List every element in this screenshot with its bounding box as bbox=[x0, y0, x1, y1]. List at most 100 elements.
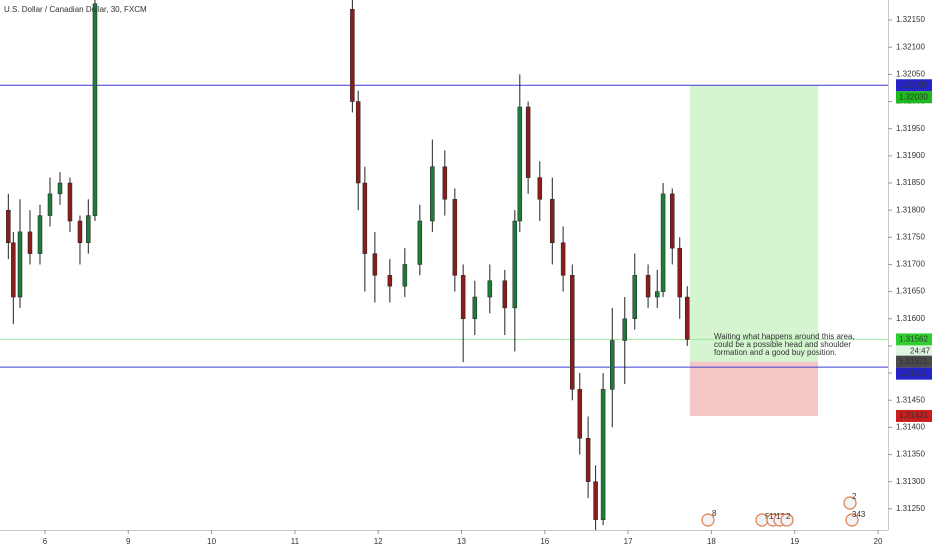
event-icon bbox=[780, 513, 794, 527]
y-tick-label: 1.31400 bbox=[896, 422, 925, 431]
candle-body bbox=[460, 275, 466, 320]
price-label: 1.31562 bbox=[899, 335, 928, 344]
candle-body bbox=[677, 247, 682, 298]
y-tick-label: 1.31950 bbox=[896, 124, 925, 133]
x-tick-label: 6 bbox=[43, 537, 48, 546]
price-label: 1.31511 bbox=[899, 369, 928, 378]
x-tick-label: 12 bbox=[374, 537, 383, 546]
price-label: 1.31421 bbox=[899, 411, 928, 420]
candle-body bbox=[622, 318, 628, 341]
candle-body bbox=[585, 437, 591, 482]
x-tick-label: 16 bbox=[540, 537, 549, 546]
event-icon bbox=[843, 496, 857, 510]
event-icon bbox=[701, 513, 715, 527]
x-tick-label: 19 bbox=[790, 537, 799, 546]
y-tick-label: 1.31800 bbox=[896, 205, 925, 214]
chart-title: U.S. Dollar / Canadian Dollar, 30, FXCM bbox=[4, 5, 147, 14]
candle-body bbox=[600, 389, 606, 520]
countdown-box bbox=[896, 345, 932, 357]
event-count: 12 bbox=[776, 512, 785, 521]
plot-area bbox=[0, 0, 888, 530]
annotation: formation and a good buy position. bbox=[714, 348, 837, 357]
event-count: 2 bbox=[786, 512, 791, 521]
y-tick-label: 1.31250 bbox=[896, 504, 925, 513]
y-tick-label: 1.31900 bbox=[896, 151, 925, 160]
candle-body bbox=[86, 215, 91, 243]
y-tick-label: 1.32150 bbox=[896, 15, 925, 24]
x-tick-label: 17 bbox=[624, 537, 633, 546]
y-tick-label: 1.31750 bbox=[896, 232, 925, 241]
x-tick-label: 10 bbox=[207, 537, 216, 546]
candle-body bbox=[452, 199, 458, 276]
profit-zone bbox=[689, 85, 819, 362]
candle-body bbox=[17, 231, 23, 298]
annotation: could be a possible head and shoulder bbox=[714, 340, 851, 349]
candle-body bbox=[550, 199, 555, 243]
y-tick-label: 1.31350 bbox=[896, 450, 925, 459]
candle-body bbox=[570, 275, 575, 390]
price-label-box bbox=[896, 333, 932, 346]
candle-body bbox=[632, 275, 638, 320]
price-label: 1.31521 bbox=[899, 357, 928, 366]
candle-body bbox=[362, 182, 368, 254]
x-tick-label: 18 bbox=[707, 537, 716, 546]
candle-body bbox=[560, 242, 566, 276]
candle-body bbox=[92, 3, 98, 216]
candle-body bbox=[502, 280, 508, 309]
candle-body bbox=[537, 177, 543, 200]
candle-body bbox=[517, 106, 523, 222]
candle-body bbox=[402, 264, 408, 287]
candle-body bbox=[487, 280, 493, 298]
price-label: 1.32030 bbox=[899, 92, 928, 101]
candle-body bbox=[655, 291, 660, 298]
price-label: 1.32030 bbox=[899, 80, 928, 89]
x-tick-label: 13 bbox=[457, 537, 466, 546]
candle-body bbox=[684, 296, 690, 340]
candle-body bbox=[387, 275, 393, 287]
event-icon bbox=[845, 513, 859, 527]
candle-body bbox=[57, 182, 63, 195]
candle-body bbox=[47, 193, 53, 216]
y-tick-label: 1.31850 bbox=[896, 178, 925, 187]
candle-body bbox=[6, 209, 11, 243]
candle-body bbox=[669, 193, 675, 249]
x-tick-label: 9 bbox=[126, 537, 131, 546]
y-tick-label: 1.31300 bbox=[896, 477, 925, 486]
candle-body bbox=[645, 275, 651, 298]
event-count: 11 bbox=[769, 512, 778, 521]
y-tick-label: 1.31600 bbox=[896, 314, 925, 323]
candle-body bbox=[525, 106, 531, 178]
x-tick-label: 11 bbox=[291, 537, 300, 546]
candle-body bbox=[67, 182, 73, 222]
candle-body bbox=[37, 215, 43, 254]
event-count: 2 bbox=[852, 492, 857, 501]
candle-body bbox=[417, 220, 423, 265]
candle-body bbox=[11, 242, 16, 298]
candle-body bbox=[610, 340, 615, 390]
candle-body bbox=[355, 101, 361, 184]
candle-body bbox=[442, 166, 448, 200]
candle-body bbox=[472, 296, 478, 320]
event-count: 8 bbox=[712, 509, 717, 518]
y-tick-label: 1.32100 bbox=[896, 42, 925, 51]
event-count: 343 bbox=[852, 510, 866, 519]
candle-body bbox=[372, 253, 378, 276]
loss-zone bbox=[689, 361, 819, 416]
candle-body bbox=[430, 166, 435, 222]
y-tick-label: 1.32050 bbox=[896, 70, 925, 79]
y-tick-label: 1.31650 bbox=[896, 287, 925, 296]
candle-body bbox=[577, 389, 583, 439]
price-label-box bbox=[896, 409, 932, 422]
price-label-box bbox=[896, 91, 932, 104]
candle-body bbox=[27, 231, 33, 254]
countdown: 24:47 bbox=[910, 347, 931, 356]
candle-body bbox=[350, 8, 355, 102]
candle-body bbox=[660, 193, 666, 292]
candle-body bbox=[593, 481, 598, 520]
annotation: Waiting what happens around this area, bbox=[714, 332, 855, 341]
y-tick-label: 1.31450 bbox=[896, 395, 925, 404]
candle-body bbox=[77, 220, 83, 243]
candle-body bbox=[512, 220, 518, 309]
x-tick-label: 20 bbox=[874, 537, 883, 546]
